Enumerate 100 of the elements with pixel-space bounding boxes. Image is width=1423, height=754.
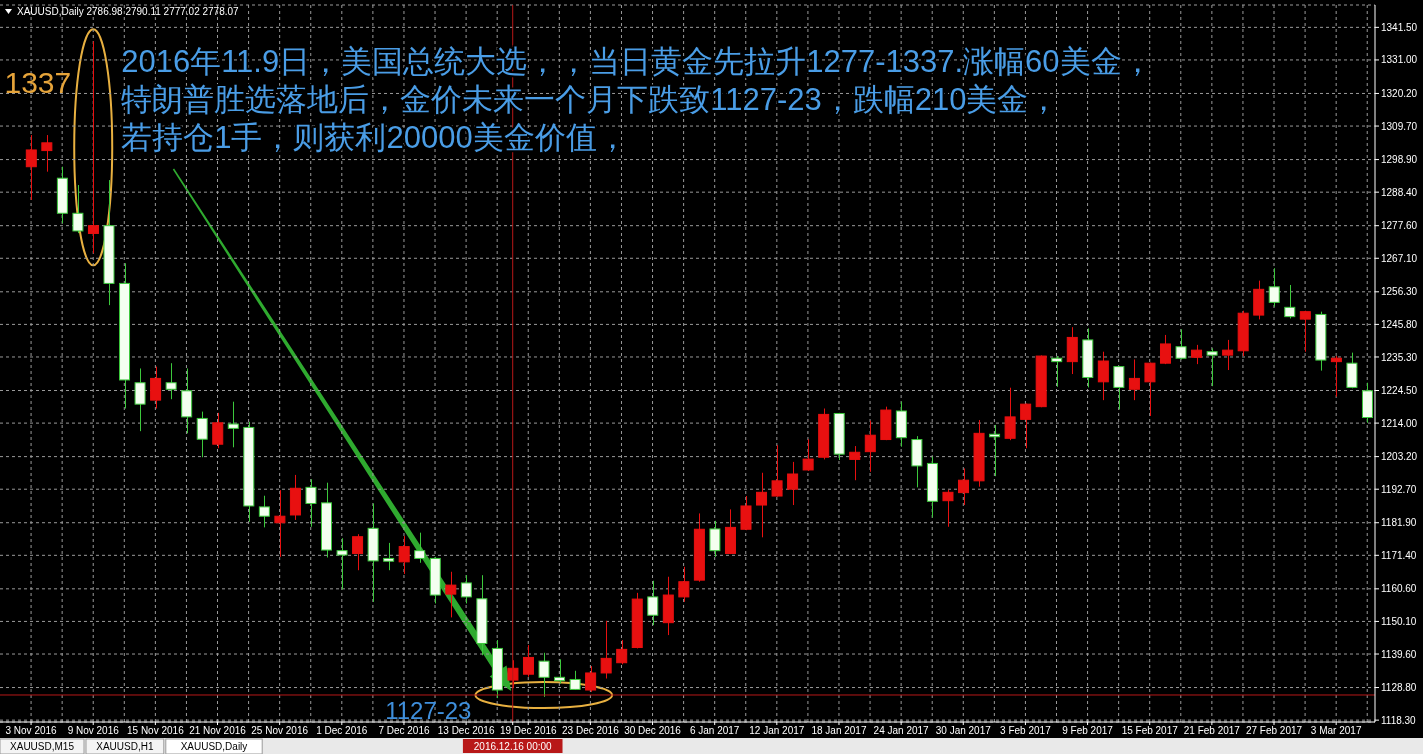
x-tick-label: 9 Nov 2016	[67, 725, 120, 737]
x-tick-label: 15 Nov 2016	[127, 725, 185, 737]
x-tick-label: 21 Nov 2016	[189, 725, 247, 737]
candlestick	[585, 665, 597, 693]
y-tick-label: 1128.80	[1381, 682, 1417, 694]
candlestick	[227, 401, 239, 448]
tab: XAUUSD,Daily	[165, 738, 263, 754]
y-tick-label: 1171.40	[1381, 549, 1417, 561]
candlestick	[1113, 365, 1125, 410]
tab: XAUUSD,M15	[0, 738, 85, 754]
candlestick	[616, 639, 628, 665]
candlestick	[445, 571, 457, 618]
candlestick	[600, 620, 612, 680]
candlestick	[1206, 347, 1218, 387]
candlestick	[678, 566, 690, 603]
x-tick-label: 7 Dec 2016	[378, 725, 430, 737]
candlestick	[1004, 387, 1016, 441]
candlestick	[1330, 355, 1342, 398]
x-tick-label: 15 Feb 2017	[1121, 725, 1179, 737]
x-tick-label: 3 Feb 2017	[1000, 725, 1052, 737]
candlestick	[352, 533, 364, 571]
candlestick	[274, 489, 286, 558]
candlestick	[41, 134, 53, 173]
y-tick-label: 1267.10	[1381, 252, 1418, 264]
y-tick-label: 1192.70	[1381, 483, 1417, 495]
x-tick-label: 19 Dec 2016	[499, 725, 558, 737]
x-tick-label: 21 Feb 2017	[1183, 725, 1241, 737]
y-tick-label: 1277.60	[1381, 220, 1418, 232]
candlestick	[383, 542, 395, 571]
candlestick	[1299, 310, 1311, 353]
y-tick-label: 1150.10	[1381, 615, 1417, 627]
y-tick-label: 1341.50	[1381, 21, 1418, 33]
candlestick	[554, 658, 566, 685]
candlestick	[212, 412, 224, 449]
y-tick-label: 1298.90	[1381, 154, 1418, 166]
y-tick-label: 1181.90	[1381, 517, 1417, 529]
candlestick	[787, 461, 799, 506]
candlestick	[1159, 334, 1171, 365]
candlestick	[1020, 403, 1032, 449]
candlestick	[196, 411, 208, 458]
candlestick	[771, 444, 783, 498]
y-tick-label: 1214.00	[1381, 417, 1418, 429]
x-tick-label: 3 Mar 2017	[1310, 725, 1362, 737]
candlestick	[864, 420, 876, 473]
candlestick	[1175, 328, 1187, 360]
y-tick-label: 1320.20	[1381, 88, 1418, 100]
x-tick-label: 30 Jan 2017	[935, 725, 992, 737]
x-tick-label: 25 Nov 2016	[251, 725, 309, 737]
candlestick	[1284, 284, 1296, 319]
candlestick	[414, 532, 426, 564]
y-tick-label: 1235.30	[1381, 351, 1418, 363]
candlestick	[87, 40, 99, 254]
candlestick	[150, 366, 162, 410]
y-tick-label: 1118.30	[1381, 714, 1417, 726]
candlestick	[25, 134, 37, 201]
y-tick-label: 1331.00	[1381, 54, 1418, 66]
x-tick-label: 2016.12.16 00:00	[473, 741, 553, 752]
candlestick	[1128, 358, 1140, 401]
candlestick	[1097, 351, 1109, 401]
candlestick	[522, 644, 534, 678]
candlestick	[802, 438, 814, 472]
candlestick	[1268, 267, 1280, 308]
candlestick	[740, 495, 752, 531]
candlestick	[72, 184, 84, 234]
x-tick-label: 1 Dec 2016	[316, 725, 368, 737]
candlestick	[134, 367, 146, 432]
candlestick	[1191, 344, 1203, 365]
x-tick-label: 30 Dec 2016	[624, 725, 682, 737]
tab: XAUUSD,H1	[85, 738, 165, 754]
annotation: 1127-23	[385, 697, 472, 724]
candlestick	[756, 472, 768, 538]
y-tick-label: 1203.20	[1381, 451, 1418, 463]
candlestick	[336, 537, 348, 590]
x-tick-label: 12 Jan 2017	[749, 725, 805, 737]
candlestick	[1222, 339, 1234, 371]
annotation: 1337	[4, 66, 72, 100]
x-tick-label: 27 Feb 2017	[1245, 725, 1303, 737]
y-tick-label: 1160.60	[1381, 583, 1417, 595]
y-tick-label: 1245.80	[1381, 318, 1418, 330]
candlestick	[1051, 355, 1063, 388]
x-tick-label: 18 Jan 2017	[811, 725, 867, 737]
candlestick	[538, 652, 550, 698]
x-tick-label: 3 Nov 2016	[5, 725, 58, 737]
candlestick	[958, 467, 970, 506]
x-tick-label: 23 Dec 2016	[562, 725, 620, 737]
candlestick	[709, 520, 721, 558]
y-tick-label: 1224.50	[1381, 385, 1418, 397]
candlestick	[647, 580, 659, 626]
candlestick	[165, 362, 177, 400]
candlestick	[258, 495, 270, 528]
x-tick-label: 9 Feb 2017	[1062, 725, 1114, 737]
y-tick-label: 1256.30	[1381, 286, 1418, 298]
candlestick	[305, 478, 317, 528]
candlestick	[460, 574, 472, 604]
candlestick	[398, 535, 410, 575]
y-tick-label: 1288.40	[1381, 186, 1418, 198]
y-tick-label: 1139.60	[1381, 648, 1417, 660]
candlestick	[1144, 362, 1156, 417]
x-tick-label: 6 Jan 2017	[689, 725, 740, 737]
y-tick-label: 1309.70	[1381, 120, 1418, 132]
